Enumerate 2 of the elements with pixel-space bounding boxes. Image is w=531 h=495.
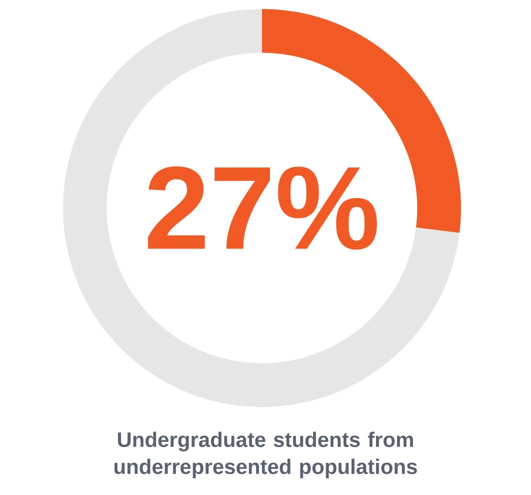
text: Undergraduate students from underrepresented populations	[114, 432, 417, 478]
data-label: 27%	[148, 166, 377, 250]
